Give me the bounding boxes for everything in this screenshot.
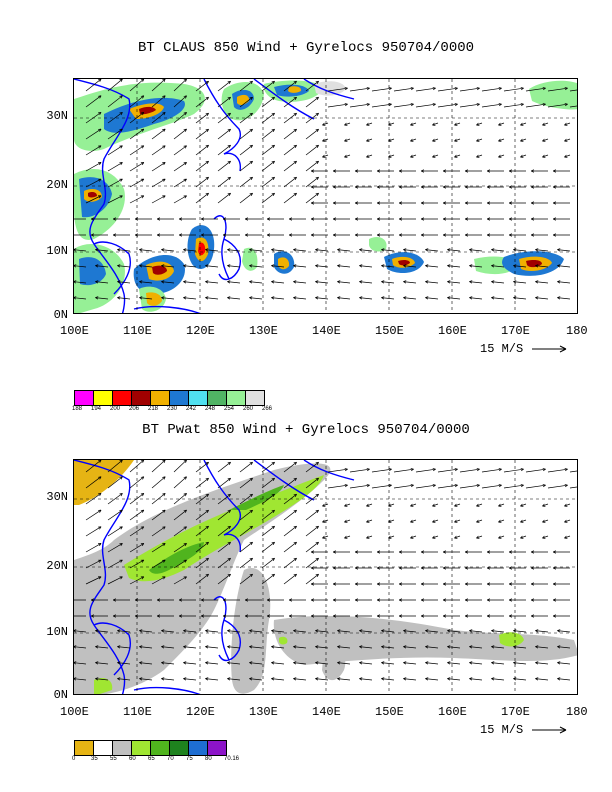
panel2-wind-vectors [74, 460, 577, 681]
colorbar-label: 200 [110, 406, 121, 412]
panel1-ylabel-10N: 10N [46, 244, 68, 258]
panel1-reference-text: 15 M/S [480, 342, 524, 356]
colorbar-label: 266 [262, 406, 273, 412]
panel1-coastlines [74, 79, 355, 313]
panel1-title: BT CLAUS 850 Wind + Gyrelocs 950704/0000 [137, 40, 475, 56]
panel2-coastlines [74, 460, 355, 694]
colorbar-swatch [150, 740, 170, 756]
colorbar-swatch [112, 390, 132, 406]
panel2-colorbar-labels: 0 35 55 60 65 70 75 80 70.16 [72, 756, 274, 766]
panel2-xlabel-110E: 110E [123, 705, 152, 719]
panel1-xlabel-160E: 160E [438, 324, 467, 338]
panel2-title: BT Pwat 850 Wind + Gyrelocs 950704/0000 [142, 422, 470, 438]
colorbar-label: 206 [129, 406, 140, 412]
panel2-reference-vector-label: 15 M/S [480, 723, 570, 737]
panel2-ylabel-20N: 20N [46, 559, 68, 573]
colorbar-label: 70 [167, 756, 174, 762]
colorbar-label: 242 [186, 406, 197, 412]
panel1-colorbar [74, 390, 265, 406]
panel1-xlabel-110E: 110E [123, 324, 152, 338]
panel2-xlabel-150E: 150E [375, 705, 404, 719]
colorbar-swatch [207, 740, 227, 756]
panel1-reference-vector-label: 15 M/S [480, 342, 570, 356]
reference-arrow-icon [532, 726, 567, 734]
colorbar-swatch [207, 390, 227, 406]
colorbar-swatch [169, 740, 189, 756]
colorbar-swatch [131, 740, 151, 756]
panel1-wind-vectors [74, 79, 577, 300]
panel2-xlabel-170E: 170E [501, 705, 530, 719]
panel1-xlabel-150E: 150E [375, 324, 404, 338]
panel2-reference-text: 15 M/S [480, 723, 524, 737]
panel1-svg [74, 79, 577, 313]
colorbar-label: 75 [186, 756, 193, 762]
colorbar-swatch [188, 390, 208, 406]
colorbar-label: 60 [129, 756, 136, 762]
panel1-colorbar-labels: 188 194 200 206 218 230 242 248 254 260 266 [72, 406, 272, 416]
panel2-map [73, 459, 578, 695]
reference-arrow-icon [532, 345, 567, 353]
colorbar-swatch [131, 390, 151, 406]
panel2-xlabel-130E: 130E [249, 705, 278, 719]
colorbar-label: 55 [110, 756, 117, 762]
panel2-svg [74, 460, 577, 694]
colorbar-label: 218 [148, 406, 159, 412]
panel2-xlabel-120E: 120E [186, 705, 215, 719]
panel2-xlabel-160E: 160E [438, 705, 467, 719]
panel2-moisture-shading [74, 460, 577, 694]
colorbar-swatch [226, 390, 246, 406]
colorbar-label: 194 [91, 406, 102, 412]
colorbar-swatch [74, 740, 94, 756]
panel2-ylabel-0N: 0N [53, 688, 68, 702]
panel1-xlabel-140E: 140E [312, 324, 341, 338]
panel2-xlabel-180: 180 [566, 705, 588, 719]
colorbar-label: 0 [72, 756, 76, 762]
colorbar-label: 260 [243, 406, 254, 412]
panel2-xlabel-100E: 100E [60, 705, 89, 719]
colorbar-label: 254 [224, 406, 235, 412]
colorbar-label: 65 [148, 756, 155, 762]
colorbar-label: 230 [167, 406, 178, 412]
panel2-colorbar [74, 740, 227, 756]
panel1-map [73, 78, 578, 314]
panel1-ylabel-0N: 0N [53, 308, 68, 322]
panel1-xlabel-120E: 120E [186, 324, 215, 338]
colorbar-label: 35 [91, 756, 98, 762]
colorbar-swatch [150, 390, 170, 406]
colorbar-swatch [169, 390, 189, 406]
colorbar-swatch [245, 390, 265, 406]
panel1-xlabel-100E: 100E [60, 324, 89, 338]
colorbar-label: 188 [72, 406, 83, 412]
colorbar-swatch [188, 740, 208, 756]
panel2-ylabel-10N: 10N [46, 625, 68, 639]
colorbar-label: 70.16 [224, 756, 240, 762]
panel1-xlabel-130E: 130E [249, 324, 278, 338]
colorbar-label: 248 [205, 406, 216, 412]
panel1-cloud-shading [74, 80, 577, 313]
panel2-ylabel-30N: 30N [46, 490, 68, 504]
panel1-ylabel-30N: 30N [46, 109, 68, 123]
panel1-xlabel-170E: 170E [501, 324, 530, 338]
panel1-xlabel-180: 180 [566, 324, 588, 338]
colorbar-label: 80 [205, 756, 212, 762]
colorbar-swatch [112, 740, 132, 756]
panel1-ylabel-20N: 20N [46, 178, 68, 192]
panel2-xlabel-140E: 140E [312, 705, 341, 719]
colorbar-swatch [93, 740, 113, 756]
colorbar-swatch [74, 390, 94, 406]
colorbar-swatch [93, 390, 113, 406]
